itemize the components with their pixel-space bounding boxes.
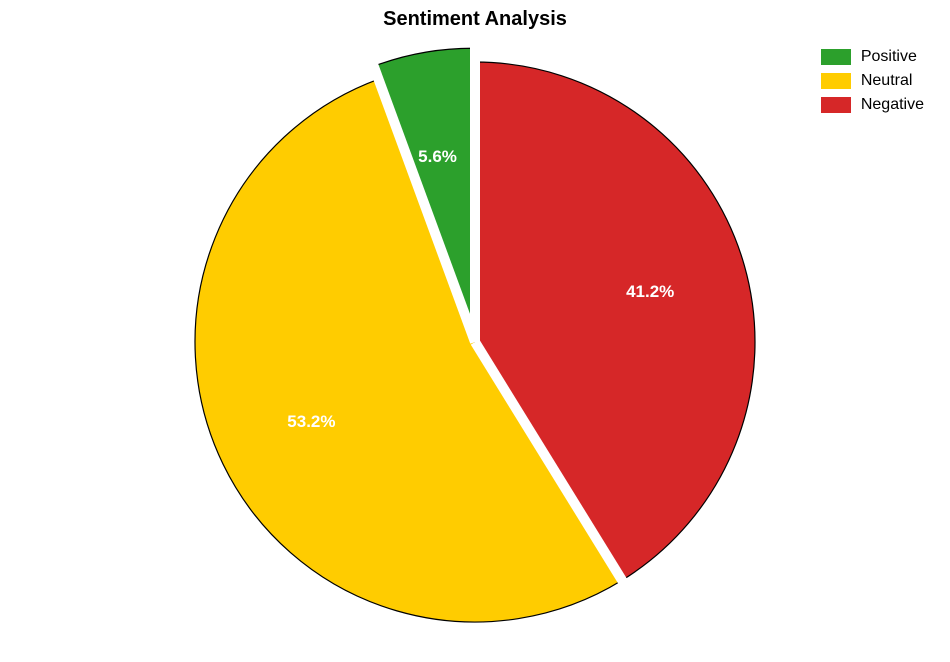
legend-swatch-positive (821, 49, 851, 65)
pct-label-negative: 41.2% (626, 282, 674, 302)
legend: Positive Neutral Negative (821, 48, 924, 120)
legend-label-positive: Positive (861, 48, 917, 66)
legend-swatch-neutral (821, 73, 851, 89)
legend-item-negative: Negative (821, 96, 924, 114)
pct-label-neutral: 53.2% (287, 412, 335, 432)
legend-swatch-negative (821, 97, 851, 113)
chart-container: Sentiment Analysis Positive Neutral Nega… (0, 0, 950, 662)
legend-label-negative: Negative (861, 96, 924, 114)
pct-label-positive: 5.6% (418, 147, 457, 167)
legend-item-positive: Positive (821, 48, 924, 66)
legend-item-neutral: Neutral (821, 72, 924, 90)
pie-chart-svg (0, 0, 950, 662)
legend-label-neutral: Neutral (861, 72, 913, 90)
